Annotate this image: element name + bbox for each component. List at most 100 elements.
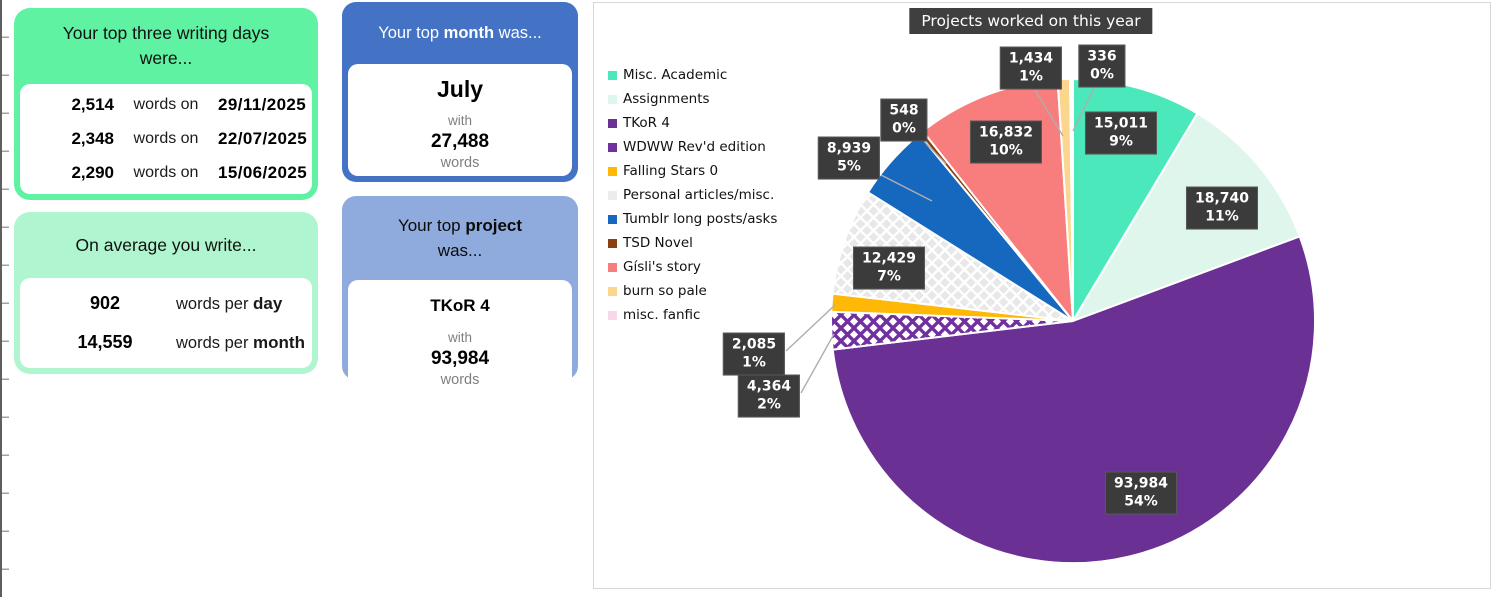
card-top-month-body: July with 27,488 words bbox=[348, 64, 572, 176]
legend-item-0: Misc. Academic bbox=[608, 63, 777, 87]
legend-item-3: WDWW Rev'd edition bbox=[608, 135, 777, 159]
card-title: On average you write... bbox=[75, 234, 257, 255]
legend-item-4: Falling Stars 0 bbox=[608, 159, 777, 183]
label-leader-line bbox=[880, 174, 933, 202]
legend-swatch bbox=[608, 262, 617, 272]
pie-label-9: 1,434 1% bbox=[999, 46, 1063, 90]
average-unit: words per day bbox=[164, 294, 312, 314]
card-top-month: Your top month was... July with 27,488 w… bbox=[342, 2, 578, 182]
average-unit-word: day bbox=[253, 293, 283, 313]
pie-label-percent: 11% bbox=[1205, 209, 1239, 225]
legend-label: Misc. Academic bbox=[623, 67, 728, 83]
pie-slice-2 bbox=[831, 235, 1317, 565]
average-row: 14,559 words per month bbox=[20, 332, 312, 353]
card-averages: On average you write... 902 words per da… bbox=[14, 212, 318, 374]
legend-item-1: Assignments bbox=[608, 87, 777, 111]
legend-item-7: TSD Novel bbox=[608, 231, 777, 255]
with-label: with bbox=[447, 113, 472, 128]
pie-label-2: 93,984 54% bbox=[1104, 471, 1178, 515]
chart-title: Projects worked on this year bbox=[909, 8, 1153, 34]
card-top-month-header: Your top month was... bbox=[342, 2, 578, 64]
pie-label-percent: 9% bbox=[1109, 134, 1133, 150]
pie-chart bbox=[785, 77, 1317, 565]
pie-label-value: 4,364 bbox=[746, 378, 792, 395]
label-leader-line bbox=[923, 140, 947, 165]
legend-label: TKoR 4 bbox=[623, 115, 670, 131]
top-day-row: 2,290 words on 15/06/2025 bbox=[20, 163, 312, 183]
average-row: 902 words per day bbox=[20, 293, 312, 314]
average-value: 14,559 bbox=[77, 332, 133, 352]
day-words: 2,290 bbox=[71, 163, 114, 182]
top-project-words: 93,984 bbox=[430, 348, 490, 369]
day-words: 2,348 bbox=[71, 129, 114, 148]
legend-swatch bbox=[608, 190, 617, 200]
top-month-name: July bbox=[436, 76, 484, 102]
average-unit-word: month bbox=[253, 332, 305, 352]
average-unit: words per month bbox=[164, 333, 312, 353]
words-label: words bbox=[440, 155, 480, 171]
legend-swatch bbox=[608, 166, 617, 176]
label-leader-line bbox=[1034, 89, 1064, 137]
pie-label-percent: 5% bbox=[837, 159, 861, 175]
pie-label-percent: 2% bbox=[757, 397, 781, 413]
pie-label-3: 4,364 2% bbox=[737, 374, 801, 418]
legend-swatch bbox=[608, 214, 617, 224]
pie-label-0: 15,011 9% bbox=[1084, 111, 1158, 155]
legend-swatch bbox=[608, 94, 617, 104]
card-top-project-header: Your top project was... bbox=[342, 196, 578, 280]
pie-label-value: 548 bbox=[889, 102, 919, 119]
top-project-name: TKoR 4 bbox=[430, 296, 490, 315]
spreadsheet-gridline-edge bbox=[0, 0, 9, 597]
card-title: Your top project bbox=[398, 213, 522, 238]
title-prefix: Your top bbox=[378, 23, 444, 42]
day-words-on-label: words on bbox=[133, 96, 199, 113]
pie-label-value: 1,434 bbox=[1008, 50, 1054, 67]
pie-label-10: 336 0% bbox=[1078, 44, 1126, 88]
legend-swatch bbox=[608, 310, 617, 320]
card-averages-body: 902 words per day 14,559 words per month bbox=[20, 278, 312, 368]
pie-label-percent: 1% bbox=[742, 355, 766, 371]
title-bold: project bbox=[465, 216, 523, 235]
day-date: 29/11/2025 bbox=[218, 95, 307, 114]
legend-label: Personal articles/misc. bbox=[623, 187, 775, 203]
pie-label-1: 18,740 11% bbox=[1185, 186, 1259, 230]
with-label: with bbox=[447, 330, 472, 345]
pie-label-percent: 10% bbox=[989, 143, 1023, 159]
legend-label: misc. fanfic bbox=[623, 307, 701, 323]
pie-label-6: 8,939 5% bbox=[817, 136, 881, 180]
pie-label-percent: 7% bbox=[877, 269, 901, 285]
legend-label: Falling Stars 0 bbox=[623, 163, 719, 179]
card-averages-header: On average you write... bbox=[14, 212, 318, 278]
pie-label-value: 16,832 bbox=[978, 124, 1034, 141]
legend-swatch bbox=[608, 286, 617, 296]
legend-item-6: Tumblr long posts/asks bbox=[608, 207, 777, 231]
legend-label: Tumblr long posts/asks bbox=[623, 211, 778, 227]
legend-item-5: Personal articles/misc. bbox=[608, 183, 777, 207]
card-title: Your top three writing days were... bbox=[62, 23, 270, 68]
legend-item-8: Gísli's story bbox=[608, 255, 777, 279]
average-unit-prefix: words per bbox=[176, 333, 254, 352]
title-bold: month bbox=[443, 23, 495, 42]
top-day-row: 2,514 words on 29/11/2025 bbox=[20, 95, 312, 115]
average-unit-prefix: words per bbox=[176, 294, 254, 313]
pie-label-value: 18,740 bbox=[1194, 190, 1250, 207]
day-date: 15/06/2025 bbox=[218, 163, 308, 182]
legend-swatch bbox=[608, 70, 617, 80]
card-title-line2: was... bbox=[437, 241, 483, 260]
legend-label: Assignments bbox=[623, 91, 710, 107]
pie-slice-10 bbox=[1069, 77, 1074, 322]
legend-swatch bbox=[608, 118, 617, 128]
legend-label: Gísli's story bbox=[623, 259, 701, 275]
title-suffix: was... bbox=[494, 23, 542, 42]
legend-swatch bbox=[608, 142, 617, 152]
label-leader-line bbox=[1072, 87, 1095, 132]
pie-label-percent: 0% bbox=[1090, 67, 1114, 83]
legend-label: burn so pale bbox=[623, 283, 707, 299]
legend-swatch bbox=[608, 238, 617, 248]
card-title: Your top month was... bbox=[378, 24, 542, 43]
pie-label-percent: 0% bbox=[892, 121, 916, 137]
title-prefix: Your top bbox=[397, 216, 466, 235]
top-day-row: 2,348 words on 22/07/2025 bbox=[20, 129, 312, 149]
card-top-writing-days-body: 2,514 words on 29/11/2025 2,348 words on… bbox=[20, 84, 312, 194]
chart-legend: Misc. Academic Assignments TKoR 4 WDWW Rev'… bbox=[608, 63, 777, 327]
